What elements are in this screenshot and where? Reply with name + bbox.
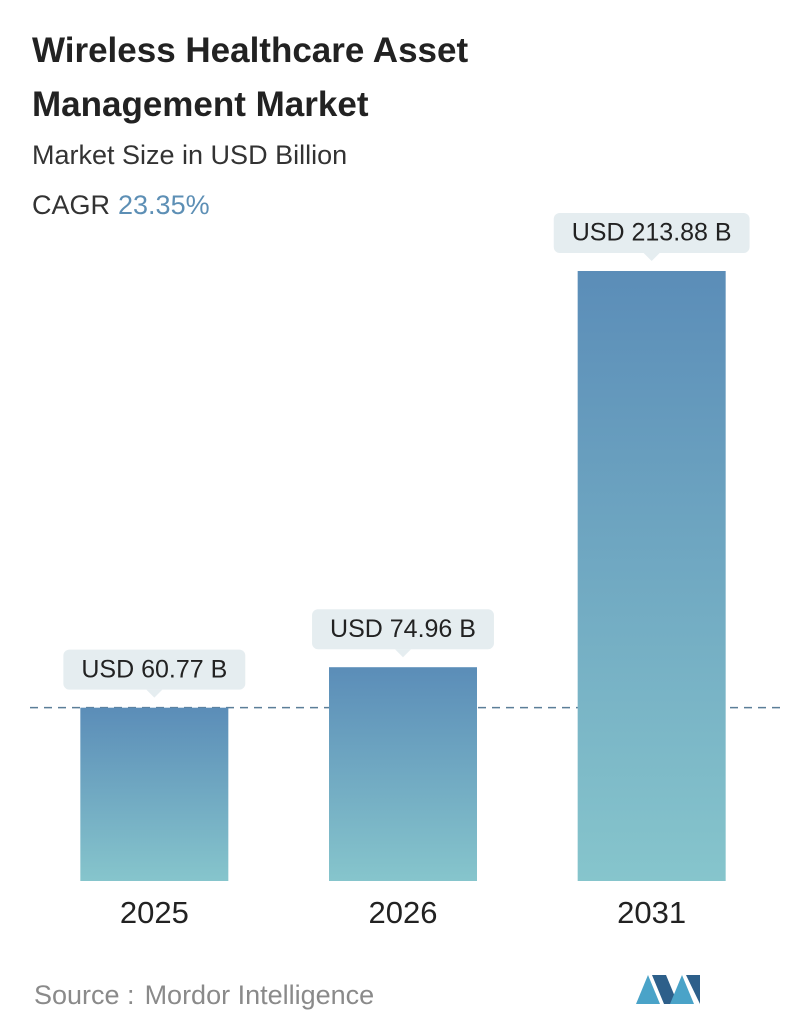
bar <box>577 271 726 881</box>
bar <box>80 707 229 881</box>
source-name: Mordor Intelligence <box>144 980 375 1010</box>
value-label: USD 60.77 B <box>63 649 246 698</box>
value-label-box <box>553 213 750 253</box>
value-label-pointer <box>146 689 163 698</box>
chart-title: Wireless Healthcare Asset Management Mar… <box>32 31 469 124</box>
value-label-box <box>63 649 246 690</box>
value-label: USD 213.88 B <box>553 213 750 261</box>
value-label-pointer <box>395 649 411 658</box>
source-label: Source : <box>34 980 135 1010</box>
value-label-box <box>312 609 494 650</box>
cagr: CAGR 23.35% <box>32 190 210 221</box>
x-tick-label: 2025 <box>120 895 189 930</box>
value-label-text: USD 60.77 B <box>81 655 227 683</box>
logo <box>636 975 700 1004</box>
value-label-text: USD 74.96 B <box>330 615 476 643</box>
value-label-pointer <box>643 253 660 261</box>
x-tick-label: 2026 <box>369 895 438 930</box>
value-label-text: USD 213.88 B <box>572 219 732 247</box>
bar <box>329 667 477 881</box>
value-label: USD 74.96 B <box>312 609 494 658</box>
cagr-label: CAGR <box>32 190 111 220</box>
x-tick-label: 2031 <box>617 895 686 930</box>
chart-subtitle: Market Size in USD Billion <box>32 140 348 170</box>
cagr-value: 23.35% <box>118 190 210 220</box>
source: Source : Mordor Intelligence <box>34 980 374 1011</box>
